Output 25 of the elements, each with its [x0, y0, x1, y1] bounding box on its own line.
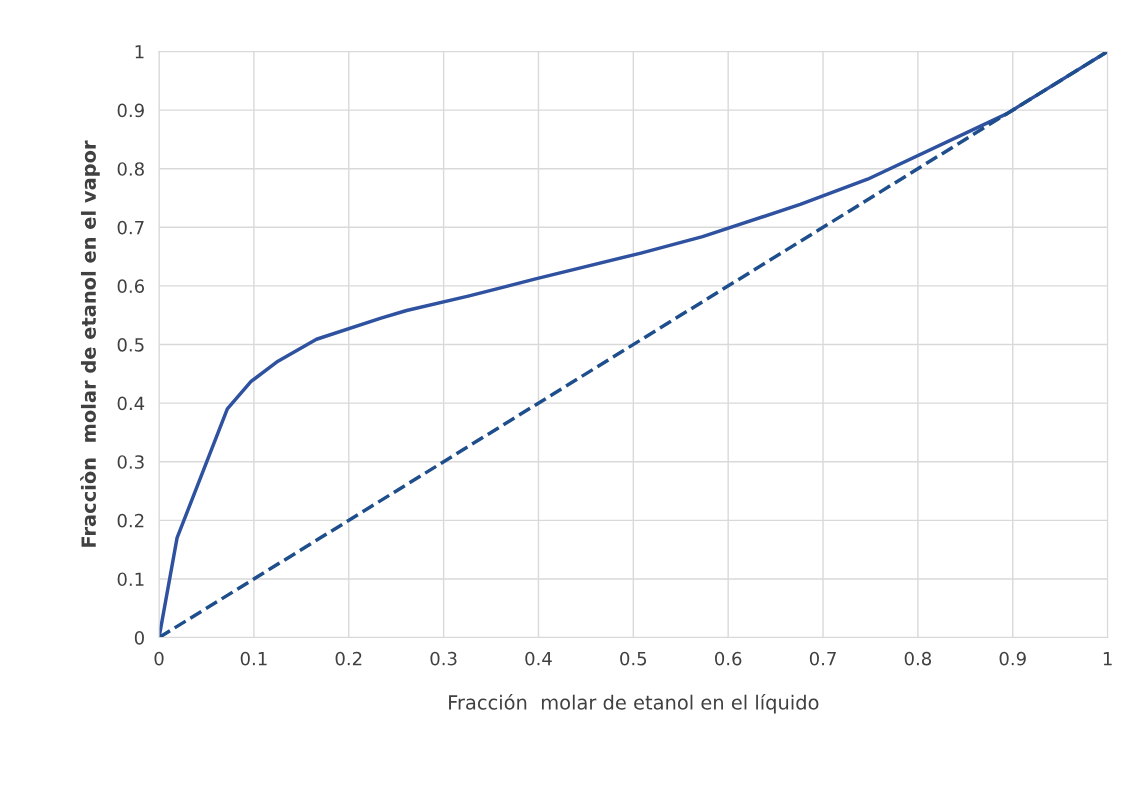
y-tick-label: 1: [135, 45, 144, 59]
y-tick-label: 0.7: [117, 220, 144, 235]
y-tick-label: 0: [134, 631, 144, 645]
y-tick-label: 0.9: [117, 103, 144, 118]
x-tick-label: 0.8: [904, 651, 932, 666]
x-tick-label: 0.5: [620, 651, 647, 666]
y-tick-label: 0.5: [117, 337, 144, 352]
x-tick-label: 0.9: [999, 651, 1026, 666]
x-tick-label: 0.6: [715, 651, 742, 666]
x-tick-label: 0: [154, 651, 164, 666]
x-tick-label: 0.7: [809, 651, 836, 666]
y-axis-title: Fracciòn molar de etanol en el vapor: [80, 140, 100, 547]
y-tick-label: 0.3: [117, 455, 144, 469]
y-tick-label: 0.1: [117, 572, 144, 587]
x-axis-title: Fracción molar de etanol en el líquido: [449, 693, 819, 714]
x-tick-label: 0.1: [240, 651, 267, 666]
x-tick-label: 0.4: [525, 651, 552, 666]
x-tick-label: 0.3: [430, 651, 457, 666]
y-tick-label: 0.4: [117, 396, 145, 411]
y-tick-label: 0.8: [117, 162, 144, 176]
y-tick-label: 0.6: [117, 279, 145, 294]
line-series: [159, 51, 1108, 638]
y-tick-label: 0.2: [117, 513, 144, 528]
x-tick-label: 0.2: [335, 651, 362, 666]
x-tick-label: 1: [1103, 652, 1112, 666]
